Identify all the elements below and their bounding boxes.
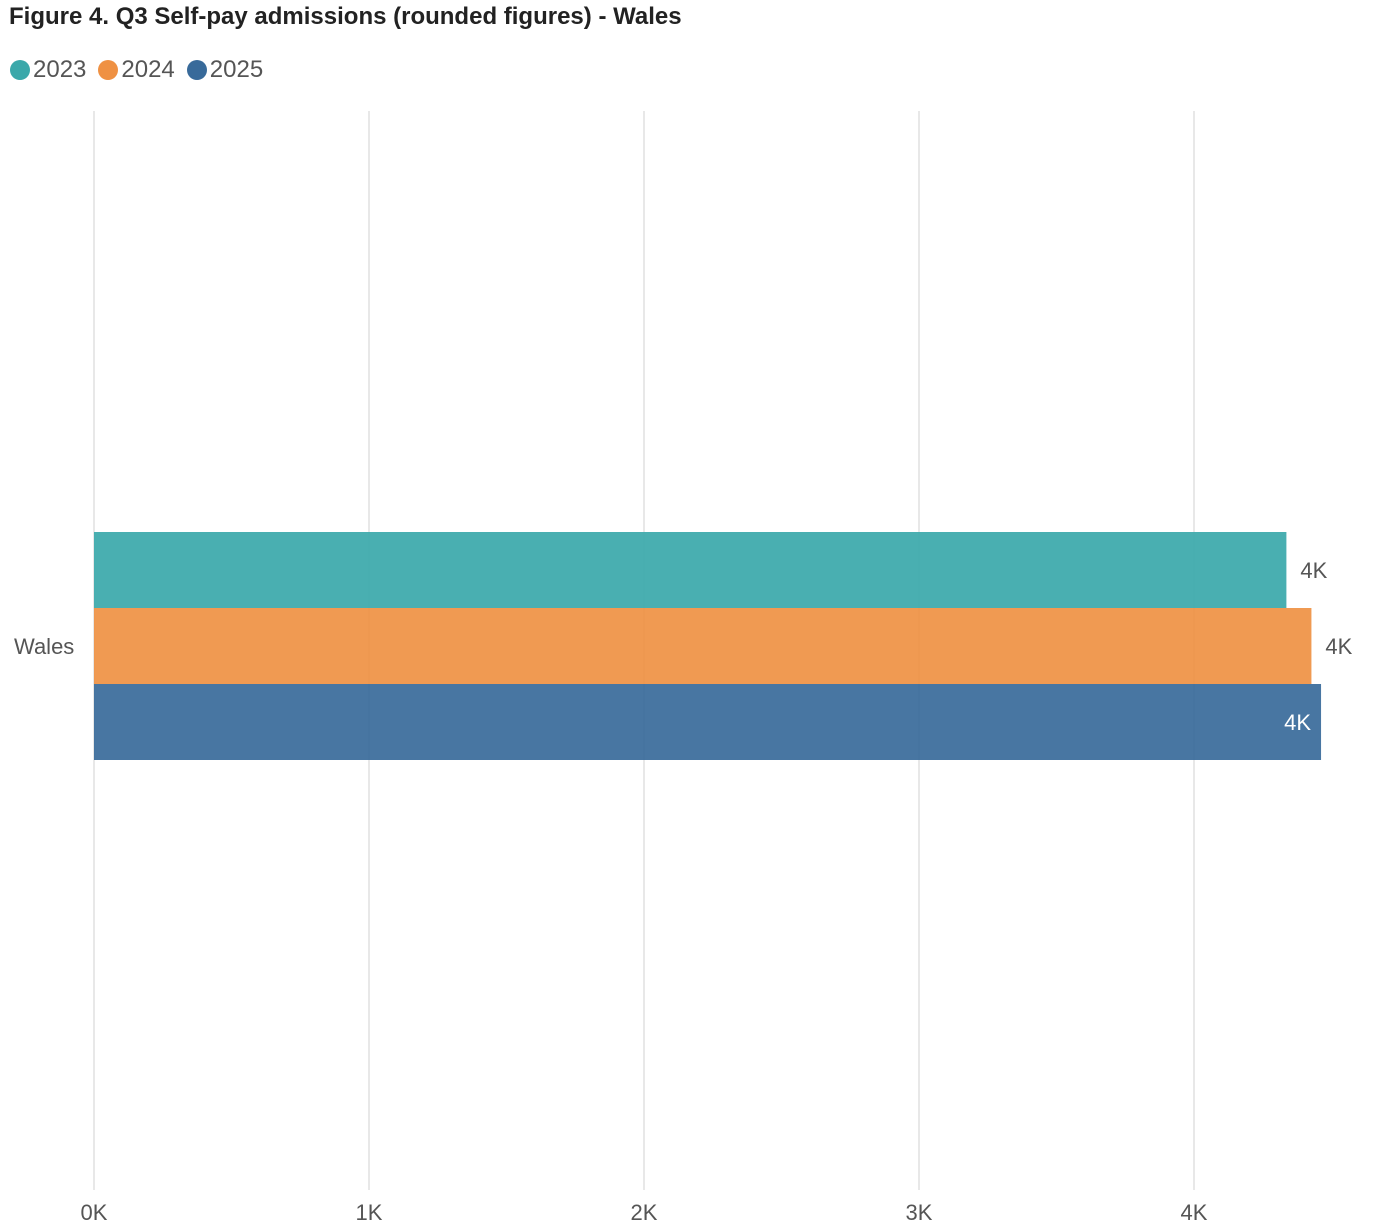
bar-2024 (94, 608, 1312, 684)
bar-2025 (94, 684, 1322, 760)
legend-item-2025[interactable]: 2025 (186, 56, 264, 84)
data-label-2025: 4K (1284, 710, 1311, 735)
legend-label-2024: 2024 (121, 56, 175, 83)
legend: 2023 2024 2025 (10, 56, 275, 84)
x-tick-label-1K: 1K (356, 1200, 383, 1225)
x-tick-label-3K: 3K (906, 1200, 933, 1225)
legend-dot-2024 (98, 60, 119, 80)
legend-dot-2023 (10, 60, 30, 80)
legend-label-2023: 2023 (33, 56, 87, 83)
x-tick-label-0K: 0K (81, 1200, 108, 1225)
chart-title: Figure 4. Q3 Self-pay admissions (rounde… (9, 3, 682, 30)
legend-label-2025: 2025 (209, 56, 264, 83)
x-tick-label-2K: 2K (631, 1200, 658, 1225)
bar-2023 (94, 532, 1287, 608)
data-label-2024: 4K (1325, 634, 1352, 659)
category-label-wales: Wales (14, 634, 74, 659)
legend-item-2023[interactable]: 2023 (10, 56, 86, 84)
data-label-2023: 4K (1300, 558, 1327, 583)
legend-item-2024[interactable]: 2024 (98, 56, 175, 84)
x-tick-label-4K: 4K (1181, 1200, 1208, 1225)
legend-dot-2025 (186, 60, 207, 80)
